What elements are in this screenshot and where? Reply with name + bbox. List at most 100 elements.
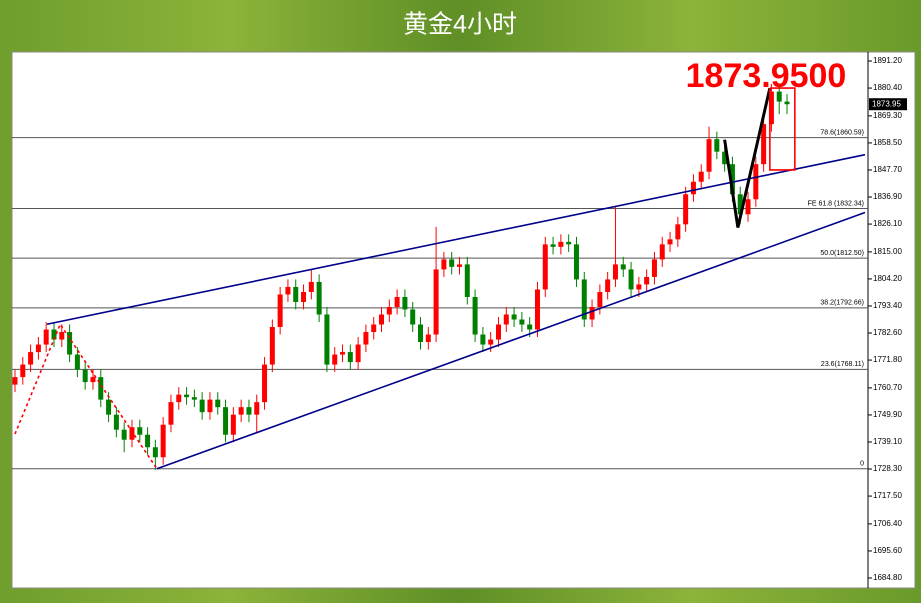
candle-body xyxy=(371,324,377,333)
candle-body xyxy=(605,279,611,292)
candle-body xyxy=(651,259,657,277)
plot-area xyxy=(11,51,916,589)
candle-body xyxy=(753,164,759,200)
drawing-line xyxy=(14,322,158,470)
candle-body xyxy=(776,91,782,102)
chart-title: 黄金4小时 xyxy=(403,11,517,39)
candle-body xyxy=(35,344,41,353)
candle-body xyxy=(168,402,174,425)
candle-body xyxy=(74,354,80,370)
candle-body xyxy=(511,314,517,320)
candle-body xyxy=(152,447,158,458)
candle-body xyxy=(324,314,330,365)
candle-body xyxy=(145,434,151,448)
candle-body xyxy=(363,332,369,345)
candle-body xyxy=(246,407,252,415)
candle-body xyxy=(67,332,73,355)
candle-body xyxy=(761,124,767,165)
y-tick-label: 1728.30 xyxy=(873,464,902,473)
candle-body xyxy=(612,264,618,280)
level-label: 38.2(1792.66) xyxy=(820,300,864,307)
y-tick-label: 1771.80 xyxy=(873,355,902,364)
candle-body xyxy=(106,399,112,415)
candle-body xyxy=(238,407,244,415)
candle-body xyxy=(503,314,509,325)
y-tick-label: 1847.70 xyxy=(873,165,902,174)
candle-body xyxy=(43,329,49,345)
candle-body xyxy=(729,164,735,195)
candle-body xyxy=(464,264,470,297)
drawing-line xyxy=(156,211,866,470)
y-tick-label: 1891.20 xyxy=(873,56,902,65)
candle-body xyxy=(441,259,447,270)
drawing-line xyxy=(723,87,772,228)
candle-body xyxy=(20,364,26,378)
candle-body xyxy=(28,352,34,365)
y-tick-label: 1869.30 xyxy=(873,111,902,120)
candle-body xyxy=(137,427,143,435)
candle-body xyxy=(573,244,579,280)
last-price-label: 1873.95 xyxy=(872,99,901,108)
candle-body xyxy=(90,377,96,383)
level-label: 0 xyxy=(860,461,864,468)
candle-body xyxy=(51,329,57,340)
candle-body xyxy=(542,244,548,290)
candle-body xyxy=(722,151,728,165)
candle-body xyxy=(581,279,587,320)
y-tick-label: 1793.40 xyxy=(873,301,902,310)
candle-body xyxy=(293,286,299,302)
candle-body xyxy=(675,224,681,240)
candle-body xyxy=(698,171,704,182)
candle-body xyxy=(191,397,197,400)
candle-body xyxy=(269,327,275,365)
level-label: FE 61.8 (1832.34) xyxy=(808,200,864,207)
candle-body xyxy=(550,244,556,247)
candle-body xyxy=(59,332,65,340)
candle-body xyxy=(347,352,353,363)
drawing-line xyxy=(46,153,866,326)
y-tick-label: 1880.40 xyxy=(873,83,902,92)
candle-body xyxy=(160,424,166,458)
candle-body xyxy=(534,289,540,330)
candle-body xyxy=(449,259,455,267)
y-tick-label: 1684.80 xyxy=(873,573,902,582)
candle-body xyxy=(184,394,190,398)
candle-body xyxy=(332,354,338,365)
candle-body xyxy=(129,427,135,440)
y-tick-label: 1717.50 xyxy=(873,491,902,500)
candle-body xyxy=(628,269,634,290)
candle-body xyxy=(262,364,268,403)
candle-body xyxy=(285,286,291,295)
candle-body xyxy=(636,284,642,290)
candle-body xyxy=(418,324,424,343)
candle-body xyxy=(379,314,385,325)
candle-body xyxy=(98,377,104,400)
candle-body xyxy=(683,194,689,225)
candle-body xyxy=(527,324,533,330)
y-tick-label: 1858.50 xyxy=(873,138,902,147)
candle-body xyxy=(667,239,673,245)
y-tick-label: 1749.90 xyxy=(873,410,902,419)
candle-body xyxy=(737,194,743,215)
candle-body xyxy=(386,306,392,315)
candle-body xyxy=(425,334,431,343)
candle-body xyxy=(254,402,260,415)
candle-body xyxy=(230,414,236,435)
candle-body xyxy=(768,91,774,125)
level-label: 50.0(1812.50) xyxy=(820,250,864,257)
candle-body xyxy=(277,294,283,328)
candle-body xyxy=(714,139,720,152)
y-tick-label: 1760.70 xyxy=(873,383,902,392)
candle-body xyxy=(589,306,595,320)
y-tick-label: 1782.60 xyxy=(873,328,902,337)
candle-body xyxy=(456,264,462,267)
candle-body xyxy=(176,394,182,403)
candle-body xyxy=(597,291,603,307)
candle-body xyxy=(223,407,229,435)
level-label: 23.6(1768.11) xyxy=(821,361,864,368)
candle-body xyxy=(745,199,751,215)
candle-body xyxy=(472,296,478,335)
candle-body xyxy=(402,296,408,310)
candle-body xyxy=(301,291,307,302)
